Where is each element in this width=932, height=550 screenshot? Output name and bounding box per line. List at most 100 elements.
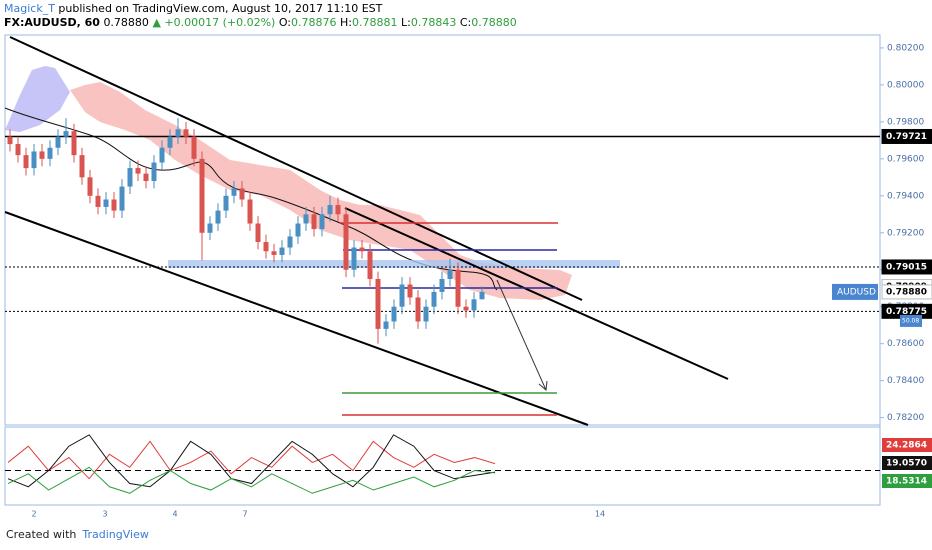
cloud-bear [70, 82, 572, 300]
ohlc-label: L: [401, 16, 411, 29]
y-tick-label: 0.79400 [887, 191, 924, 201]
candle-body [399, 284, 405, 307]
candle-body [239, 188, 245, 200]
arrow-head [538, 380, 548, 391]
candle-body [263, 242, 269, 252]
candle-body [135, 168, 141, 174]
small-tag-label: 50.08 [902, 317, 919, 324]
ohlc-value: 0.78880 [471, 16, 517, 29]
candle-body [55, 136, 61, 148]
candle-body [407, 284, 413, 298]
candle-body [383, 321, 389, 329]
ohlc-value: 0.78881 [352, 16, 398, 29]
candle-body [431, 291, 437, 307]
price-tag-label: 0.79721 [886, 132, 927, 142]
candle-body [327, 205, 333, 215]
symbol-tag-label: AUDUSD [837, 287, 876, 297]
osc-tag-label: 19.0570 [886, 459, 927, 469]
symbol: FX:AUDUSD, 60 [4, 16, 100, 29]
cloud-bull [5, 66, 70, 132]
zone [168, 260, 620, 268]
candle-body [351, 247, 357, 270]
candle-body [455, 269, 461, 307]
y-tick-label: 0.78600 [887, 339, 924, 349]
ohlc-h: H:0.78881 [340, 16, 397, 29]
candle-body [319, 214, 325, 230]
y-tick-label: 0.79800 [887, 117, 924, 127]
candle-body [127, 168, 133, 187]
candle-body [279, 247, 285, 255]
candle-body [191, 136, 197, 159]
candle-body [271, 251, 277, 255]
small-tag [900, 314, 922, 327]
candle-body [463, 306, 469, 311]
last-price: 0.78880 [103, 16, 149, 29]
candle-body [87, 177, 93, 196]
osc-tag-label: 24.2864 [886, 441, 927, 451]
candle-body [71, 131, 77, 156]
x-tick-label: 3 [102, 510, 107, 519]
candle-body [311, 214, 317, 230]
ohlc-label: O: [278, 16, 292, 29]
candle-body [23, 155, 29, 169]
candle-body [63, 131, 69, 137]
price-tag-label: 0.78880 [886, 287, 927, 297]
brand[interactable]: TradingView [82, 528, 149, 541]
price-tag-label: 0.78775 [886, 307, 927, 317]
y-tick-label: 0.79600 [887, 154, 924, 164]
osc-line [7, 434, 496, 488]
candle-body [303, 214, 309, 224]
candle-body [343, 214, 349, 270]
osc-line [7, 440, 496, 480]
candle-body [367, 251, 373, 279]
candle-body [151, 162, 157, 182]
candle-body [95, 195, 101, 207]
oscillator-pane [4, 426, 881, 506]
y-tick-label: 0.79200 [887, 228, 924, 238]
trendline [9, 36, 583, 301]
candle-body [231, 188, 237, 196]
ohlc-o: O:0.78876 [279, 16, 337, 29]
price-pane [4, 34, 881, 426]
candle-body [375, 278, 381, 329]
price-tag [881, 128, 932, 144]
osc-tag [882, 438, 932, 452]
candle-body [479, 291, 485, 300]
candle-body [423, 306, 429, 322]
x-tick-label: 7 [242, 510, 247, 519]
candle-body [207, 223, 213, 233]
ohlc-label: H: [340, 16, 352, 29]
osc-tag-label: 18.5314 [886, 477, 927, 487]
symbol-tag [832, 283, 878, 300]
trendline [4, 211, 589, 426]
x-tick-label: 2 [31, 510, 36, 519]
candle-body [471, 299, 477, 311]
candle-body [103, 199, 109, 207]
osc-line [7, 466, 496, 494]
candle-body [359, 247, 365, 252]
candle-body [7, 136, 13, 145]
ohlc-value: 0.78876 [291, 16, 337, 29]
candle-body [175, 129, 181, 137]
author[interactable]: Magick_T [4, 2, 55, 15]
arrow [496, 279, 547, 391]
price-tag [881, 259, 932, 275]
candle-body [15, 144, 21, 156]
publish-line: Magick_T published on TradingView.com, A… [4, 2, 517, 16]
candle-body [79, 155, 85, 178]
candle-body [215, 210, 221, 224]
candle-body [39, 151, 45, 159]
ohlc-label: C: [459, 16, 472, 29]
created-with: Created with [6, 528, 77, 541]
candle-body [159, 147, 165, 163]
candle-body [199, 158, 205, 233]
osc-tag [882, 456, 932, 470]
candle-body [439, 278, 445, 292]
candle-body [167, 136, 173, 148]
candle-body [183, 129, 189, 137]
y-tick-label: 0.78400 [887, 376, 924, 386]
candle-body [447, 269, 453, 279]
price-tag [881, 284, 932, 300]
candle-body [223, 195, 229, 211]
candle-body [111, 199, 117, 211]
